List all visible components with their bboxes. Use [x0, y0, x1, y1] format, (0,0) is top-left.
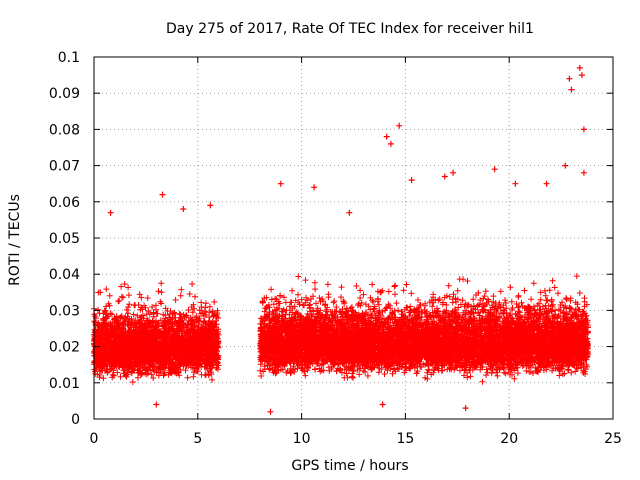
x-tick-label: 5: [193, 431, 202, 447]
y-tick-label: 0.05: [49, 231, 80, 247]
roti-point: [450, 169, 457, 176]
y-tick-label: 0: [71, 412, 80, 428]
roti-point: [207, 202, 214, 209]
roti-point: [562, 162, 569, 169]
roti-point: [159, 191, 166, 198]
y-tick-label: 0.1: [58, 50, 80, 66]
roti-point: [568, 86, 575, 93]
roti-point: [107, 209, 114, 216]
roti-point: [566, 75, 573, 82]
x-tick-label: 20: [500, 431, 518, 447]
x-tick-label: 15: [396, 431, 414, 447]
y-tick-label: 0.02: [49, 340, 80, 356]
roti-point: [277, 180, 284, 187]
x-tick-label: 25: [604, 431, 622, 447]
roti-point: [311, 184, 318, 191]
roti-point: [153, 401, 160, 408]
y-tick-label: 0.08: [49, 122, 80, 138]
chart-title: Day 275 of 2017, Rate Of TEC Index for r…: [166, 21, 534, 37]
data-points: [91, 64, 591, 415]
roti-point: [462, 405, 469, 412]
y-tick-label: 0.04: [49, 267, 80, 283]
roti-point: [180, 206, 187, 212]
x-tick-label: 0: [90, 431, 99, 447]
roti-point: [396, 122, 403, 129]
roti-point: [267, 408, 274, 415]
y-tick-label: 0.03: [49, 303, 80, 319]
y-tick-label: 0.06: [49, 195, 80, 211]
roti-point: [491, 166, 498, 173]
roti-point: [97, 289, 104, 296]
x-tick-label: 10: [293, 431, 311, 447]
roti-point: [578, 72, 585, 79]
x-axis-label: GPS time / hours: [291, 458, 408, 474]
roti-point-cloud: [257, 273, 591, 385]
roti-point: [379, 401, 386, 408]
roti-point: [383, 133, 390, 140]
roti-point: [512, 180, 519, 187]
y-axis-label: ROTI / TECUs: [7, 194, 23, 286]
y-tick-label: 0.07: [49, 159, 80, 175]
roti-point: [580, 126, 587, 133]
roti-point: [441, 173, 448, 180]
roti-point: [387, 140, 394, 147]
roti-point: [580, 169, 587, 176]
roti-point: [408, 177, 415, 184]
roti-point: [576, 64, 583, 71]
y-tick-label: 0.01: [49, 376, 80, 392]
y-tick-label: 0.09: [49, 86, 80, 102]
roti-point: [543, 180, 550, 187]
axis-ticks: 0 0.01 0.02 0.03 0.04 0.05 0.06 0.07 0.08 0.09 0.1…: [49, 50, 622, 447]
roti-point: [346, 209, 353, 216]
